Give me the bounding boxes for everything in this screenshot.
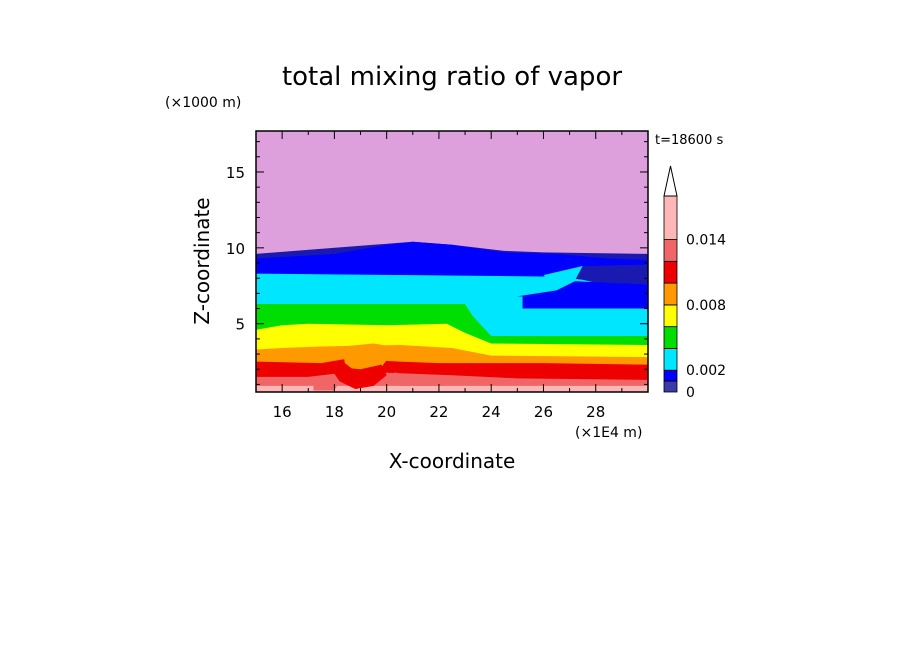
colorbar-swatch [663,195,678,240]
y-axis-label: Z-coordinate [190,197,214,324]
plot-frame [255,130,649,393]
contour-feature-orange-4 [342,343,400,376]
y-axis: 5 10 15 [226,141,648,385]
x-axis: 16 18 20 22 24 26 28 [255,131,649,421]
y-tick-label: 15 [226,164,245,182]
y-tick-label: 5 [235,316,245,334]
x-tick-label: 20 [377,403,396,421]
x-axis-label: X-coordinate [389,449,516,473]
colorbar-extend-arrow [663,165,678,197]
plot-area [256,131,648,392]
contour-feature-blue-2 [517,281,648,309]
y-tick-label: 10 [226,240,245,258]
colorbar-swatch [663,260,678,284]
colorbar-label: 0.014 [686,233,726,249]
contour-feature-red-5 [329,364,387,389]
colorbar-swatch [663,282,678,306]
contour-feature-salmon-7 [313,375,340,391]
x-tick-label: 26 [534,403,553,421]
colorbar-swatch [663,369,678,382]
x-tick-label: 22 [429,403,448,421]
colorbar-label: 0.002 [686,363,726,379]
contour-feature-cyan-3 [465,296,648,336]
x-unit-label: (×1E4 m) [575,425,642,441]
colorbar-label: 0 [686,385,695,401]
colorbar-swatch [663,348,678,371]
y-unit-label: (×1000 m) [165,95,241,111]
colorbar-swatch [663,326,678,349]
x-tick-label: 18 [325,403,344,421]
time-label: t=18600 s [655,133,723,148]
colorbar-label: 0.008 [686,298,726,314]
colorbar-swatch [663,380,678,393]
x-tick-label: 28 [586,403,605,421]
x-tick-label: 16 [273,403,292,421]
colorbar: 0 0.002 0.008 0.014 [663,165,726,401]
chart-title: total mixing ratio of vapor [282,62,622,92]
contour-feature-salmon-6 [394,372,452,386]
colorbar-swatch [663,239,678,262]
colorbar-swatch [663,304,678,328]
x-tick-label: 24 [482,403,501,421]
